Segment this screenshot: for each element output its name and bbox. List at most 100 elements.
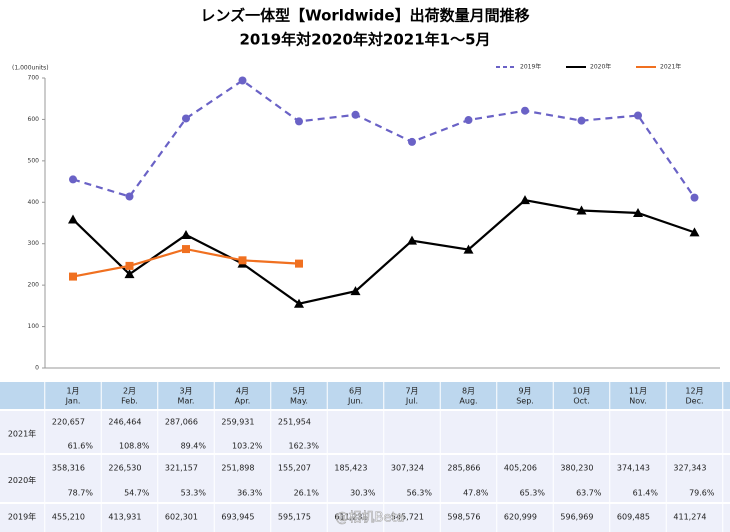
month-label-en: Sep. (516, 397, 534, 406)
table-value: 251,954 (278, 418, 311, 427)
month-label: 9月 (518, 387, 531, 396)
point (124, 269, 135, 279)
month-label: 12月 (685, 387, 703, 396)
table-yoy: 26.1% (294, 489, 320, 498)
table-value: 307,324 (391, 464, 424, 473)
point (125, 261, 134, 270)
table-header-bg (0, 382, 730, 410)
table-yoy: 53.3% (181, 489, 207, 498)
y-tick-label: 200 (28, 282, 40, 289)
point (634, 111, 642, 120)
month-label-en: Apr. (235, 397, 251, 406)
month-label-en: Jul. (405, 397, 418, 406)
y-tick-label: 700 (28, 75, 40, 82)
table-value: 220,657 (52, 418, 85, 427)
table-value: 620,999 (504, 513, 537, 522)
table-value: 246,464 (108, 418, 141, 427)
month-label-en: Feb. (121, 397, 138, 406)
chart-subtitle: 2019年対2020年対2021年1～5月 (239, 31, 490, 49)
table-yoy: 108.8% (119, 442, 150, 451)
table-yoy: 162.3% (288, 442, 319, 451)
table-value: 545,721 (391, 513, 424, 522)
table-value: 611,231 (334, 513, 367, 522)
table-yoy: 54.7% (124, 489, 150, 498)
table-value: 380,230 (560, 464, 593, 473)
series-line (72, 79, 696, 199)
table-value: 413,931 (108, 513, 141, 522)
table-value: 259,931 (221, 418, 254, 427)
month-label-en: Nov. (629, 397, 647, 406)
watermark: @相机Beta (336, 511, 405, 526)
point (463, 244, 474, 254)
table-yoy: 61.4% (633, 489, 659, 498)
month-label-en: Oct. (573, 397, 589, 406)
table-yoy: 65.3% (520, 489, 546, 498)
point (182, 114, 190, 123)
table-yoy: 79.6% (689, 489, 715, 498)
table-yoy: 78.7% (68, 489, 94, 498)
point (576, 205, 587, 215)
table-value: 226,530 (108, 464, 141, 473)
point (407, 235, 417, 245)
table-value: 374,143 (617, 464, 650, 473)
y-tick-label: 400 (28, 199, 40, 206)
table-yoy: 47.8% (463, 489, 489, 498)
table-value: 598,576 (447, 513, 480, 522)
table-value: 185,423 (334, 464, 367, 473)
table-value: 251,898 (221, 464, 254, 473)
point (238, 256, 247, 265)
point (125, 192, 134, 201)
point (295, 117, 303, 126)
point (520, 195, 530, 205)
table-yoy: 56.3% (407, 489, 433, 498)
table-yoy: 89.4% (181, 442, 207, 451)
y-tick-label: 500 (28, 157, 40, 164)
table-value: 595,175 (278, 513, 311, 522)
table-yoy: 30.3% (350, 489, 376, 498)
table-yoy: 103.2% (232, 442, 263, 451)
y-tick-label: 0 (35, 365, 39, 372)
y-tick-label: 100 (28, 323, 40, 330)
point (69, 175, 77, 184)
table-value: 596,969 (560, 513, 593, 522)
point (464, 116, 473, 125)
point (68, 214, 78, 224)
month-label: 3月 (179, 387, 192, 396)
month-label: 8月 (462, 387, 475, 396)
series-line (72, 198, 695, 305)
table-value: 321,157 (165, 464, 198, 473)
point (633, 207, 643, 217)
point (521, 106, 529, 115)
month-label-en: Jun. (347, 397, 363, 406)
table-value: 287,066 (165, 418, 198, 427)
month-label: 7月 (405, 387, 418, 396)
point (295, 259, 303, 268)
point (351, 110, 360, 119)
table-yoy: 63.7% (576, 489, 602, 498)
point (294, 298, 304, 308)
table-yoy: 36.3% (237, 489, 263, 498)
legend-label: 2019年 (520, 63, 541, 71)
point (350, 286, 361, 296)
row-year: 2020年 (8, 475, 36, 485)
point (182, 245, 190, 254)
table-value: 455,210 (52, 513, 85, 522)
table-value: 693,945 (221, 513, 254, 522)
point (577, 116, 586, 125)
month-label: 4月 (236, 387, 249, 396)
month-label-en: Jan. (65, 397, 81, 406)
month-label-en: May. (290, 397, 308, 406)
month-label: 1月 (66, 387, 79, 396)
point (181, 229, 191, 239)
y-tick-label: 300 (28, 240, 40, 247)
month-label: 6月 (349, 387, 362, 396)
month-label: 11月 (629, 387, 647, 396)
table-value: 405,206 (504, 464, 537, 473)
legend-label: 2020年 (590, 63, 611, 71)
month-label: 5月 (292, 387, 305, 396)
row-year: 2021年 (8, 429, 36, 439)
chart-title: レンズ一体型【Worldwide】出荷数量月間推移 (200, 7, 529, 25)
table-value: 602,301 (165, 513, 198, 522)
table-yoy: 61.6% (68, 442, 94, 451)
